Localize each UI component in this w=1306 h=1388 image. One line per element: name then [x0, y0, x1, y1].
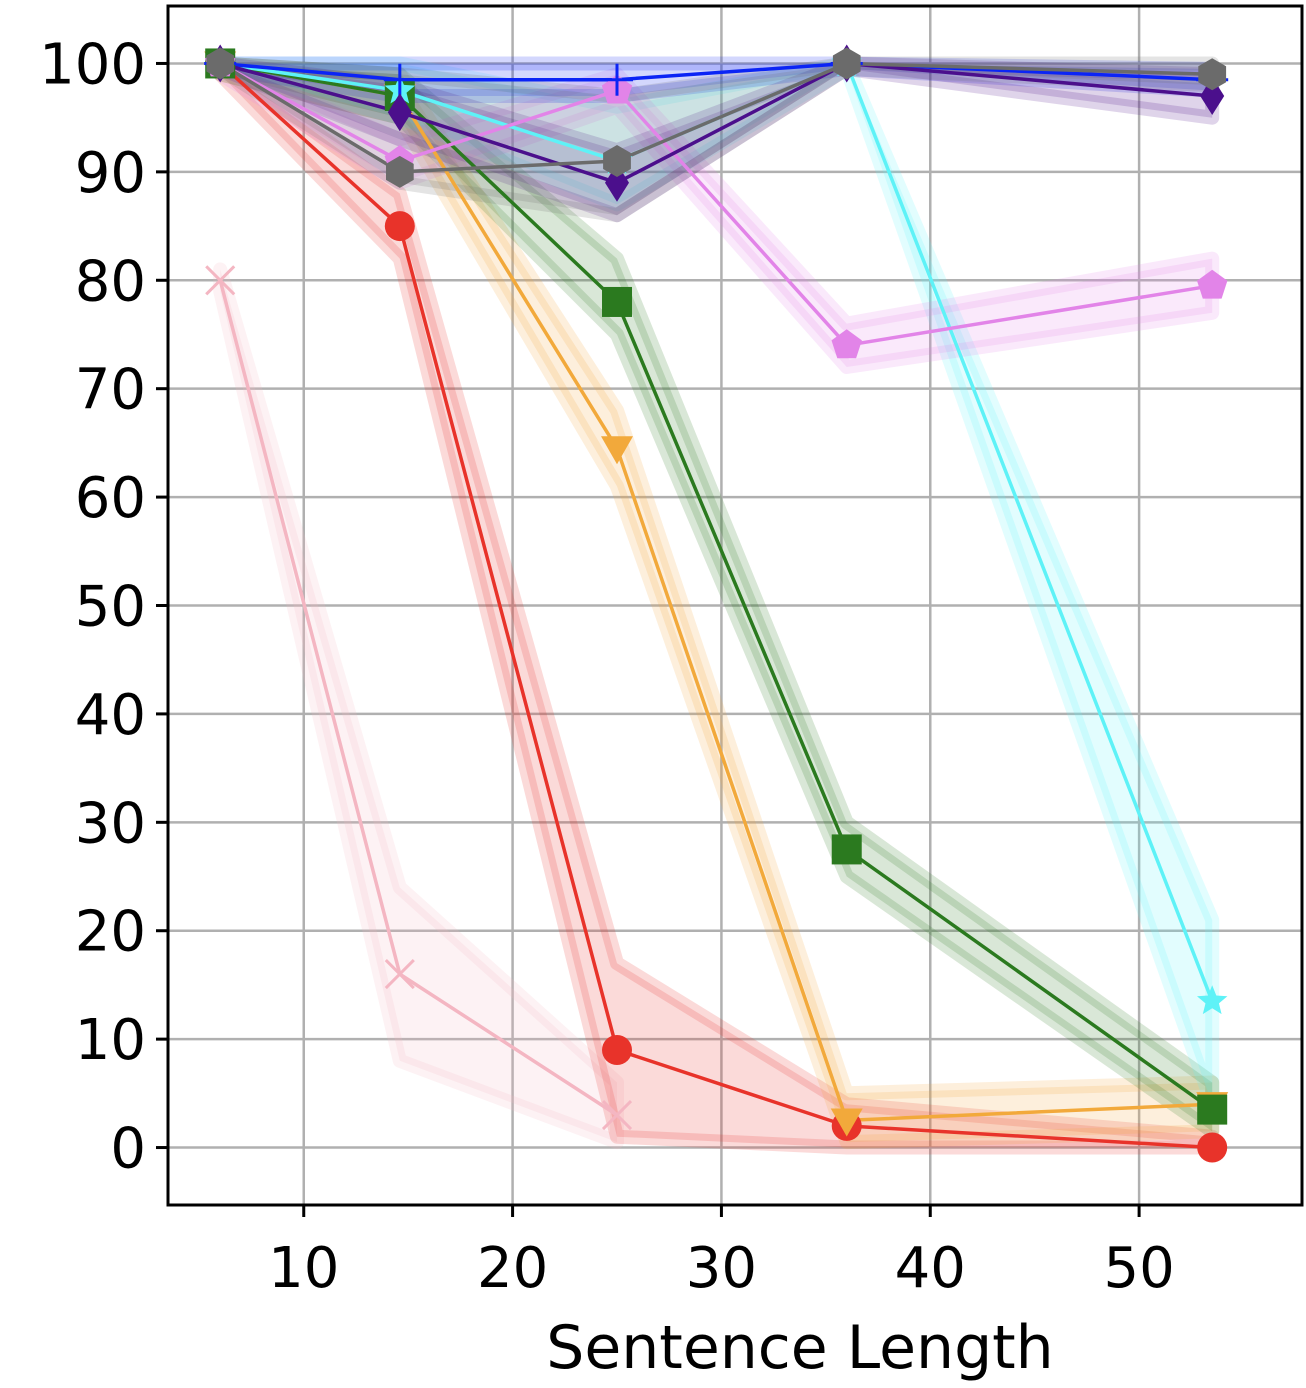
series-0-point-0-b: [205, 265, 236, 296]
series-5-point-3: [831, 329, 862, 359]
y-tick-label: 70: [75, 358, 146, 423]
series-0-point-1-b: [384, 959, 415, 990]
series-markers: [204, 44, 1229, 1163]
series-8-point-3: [832, 47, 861, 80]
x-tick-label: 40: [895, 1236, 966, 1301]
grid-lines: [168, 6, 1302, 1205]
series-5-point-4: [1197, 269, 1228, 299]
x-tick-label: 20: [477, 1236, 548, 1301]
y-tick-label: 90: [75, 141, 146, 206]
series-3-point-3: [831, 834, 862, 865]
series-8-point-4: [1198, 58, 1227, 91]
y-tick-label: 10: [75, 1008, 146, 1073]
x-tick-label: 10: [268, 1236, 339, 1301]
y-tick-label: 30: [75, 791, 146, 856]
y-tick-label: 60: [75, 466, 146, 531]
series-2-point-2: [601, 436, 634, 465]
series-2-point-3: [830, 1108, 863, 1137]
series-1-point-2: [602, 1034, 633, 1065]
y-tick-label: 20: [75, 900, 146, 965]
y-tick-label: 100: [39, 32, 146, 97]
y-tick-label: 80: [75, 249, 146, 314]
series-1-point-4: [1197, 1132, 1228, 1163]
y-tick-label: 40: [75, 683, 146, 748]
series-0-point-2-b: [601, 1099, 633, 1131]
y-axis-ticks: 0 10 20 30 40 50 60 70 80 90 100: [39, 32, 168, 1182]
series-8-point-0: [206, 47, 235, 80]
series-2-band: [213, 56, 1220, 1150]
x-axis-label: Sentence Length: [546, 1313, 1053, 1383]
series-0-band: [213, 262, 624, 1150]
series-7-point-1: [387, 93, 412, 132]
series-3-point-2: [602, 286, 633, 317]
series-7-band: [213, 56, 1220, 223]
y-tick-label: 50: [75, 575, 146, 640]
series-3-point-4: [1197, 1094, 1228, 1125]
series-8-point-2: [603, 145, 631, 177]
series-3-band: [213, 56, 1220, 1139]
y-tick-label: 0: [110, 1117, 146, 1182]
x-tick-label: 30: [686, 1236, 757, 1301]
series-8-point-1: [386, 155, 414, 188]
x-axis-ticks: 10 20 30 40 50: [268, 1205, 1175, 1301]
x-tick-label: 50: [1103, 1236, 1174, 1301]
series-4-point-4: [1197, 985, 1228, 1015]
series-1-point-1: [384, 211, 415, 242]
